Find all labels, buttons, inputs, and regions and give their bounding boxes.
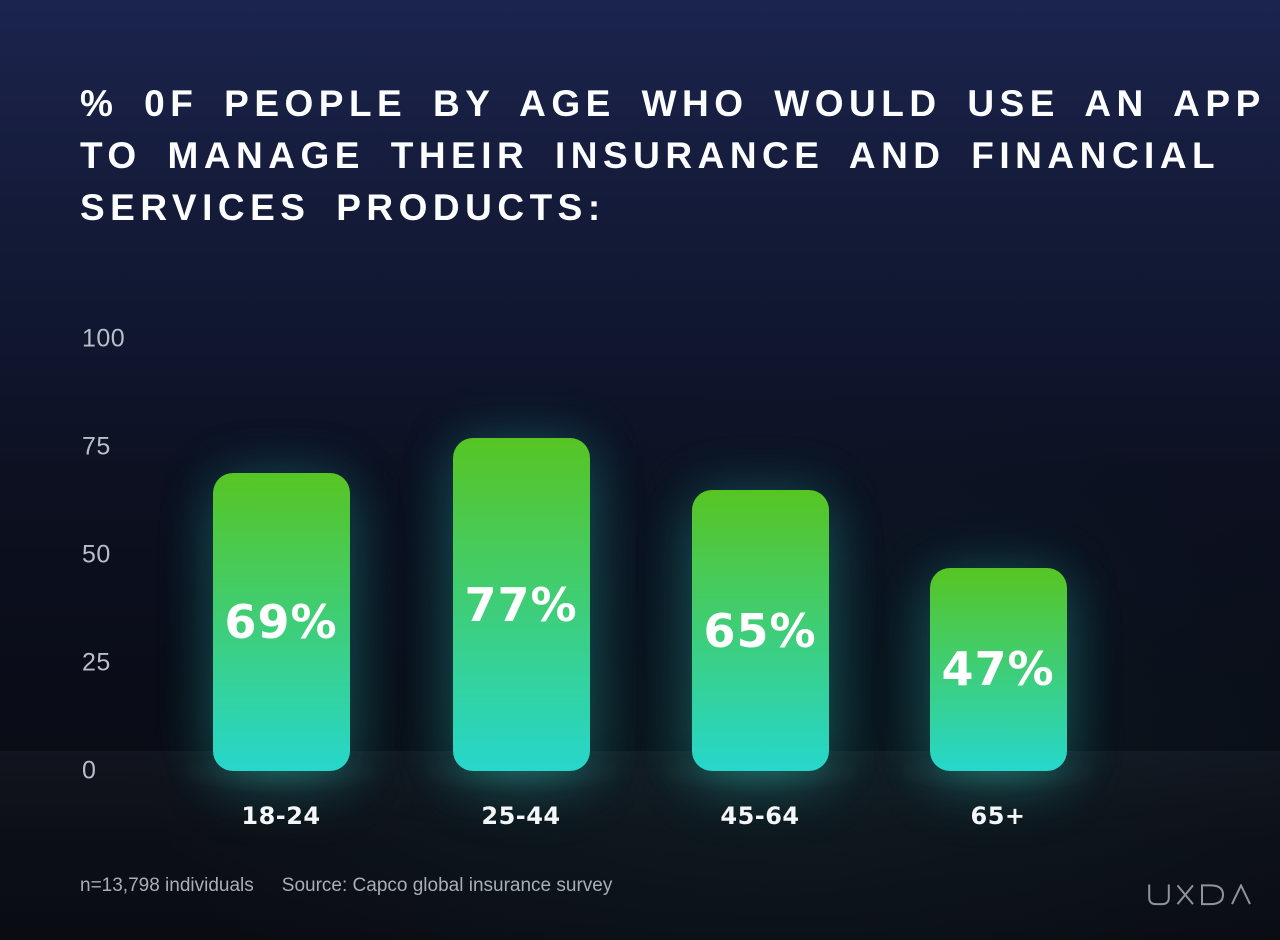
uxda-logo [1148, 884, 1251, 906]
x-category-label: 45-64 [720, 802, 800, 830]
sample-size-note: n=13,798 individuals [80, 875, 254, 896]
y-tick-label: 0 [82, 756, 97, 785]
bar-value-label: 65% [703, 603, 817, 658]
x-category-label: 65+ [970, 802, 1026, 830]
title-line-2: TO MANAGE THEIR INSURANCE AND FINANCIAL [80, 135, 1221, 176]
title-line-3: SERVICES PRODUCTS: [80, 187, 606, 228]
bar-value-label: 47% [941, 642, 1055, 697]
logo-letter-u [1148, 884, 1170, 906]
chart-title: % 0F PEOPLE BY AGE WHO WOULD USE AN APP … [80, 78, 1266, 234]
bar-18-24: 69% [212, 472, 350, 771]
y-tick-label: 100 [82, 324, 126, 353]
y-tick-label: 75 [82, 432, 111, 461]
logo-letter-x [1176, 884, 1194, 905]
bar-value-label: 77% [464, 577, 578, 632]
source-note: Source: Capco global insurance survey [281, 875, 613, 896]
y-tick-label: 25 [82, 648, 111, 677]
x-category-label: 18-24 [241, 802, 321, 830]
bar-65+: 47% [929, 567, 1067, 771]
logo-letter-d [1201, 884, 1225, 906]
y-tick-label: 50 [82, 540, 111, 569]
chart-floor [0, 751, 1280, 940]
bar-25-44: 77% [452, 438, 590, 771]
x-category-label: 25-44 [481, 802, 561, 830]
title-line-1: % 0F PEOPLE BY AGE WHO WOULD USE AN APP [80, 83, 1266, 124]
bar-value-label: 69% [224, 594, 338, 649]
logo-letter-a [1231, 884, 1251, 905]
bar-45-64: 65% [691, 490, 829, 771]
footer: n=13,798 individuals Source: Capco globa… [80, 875, 612, 897]
